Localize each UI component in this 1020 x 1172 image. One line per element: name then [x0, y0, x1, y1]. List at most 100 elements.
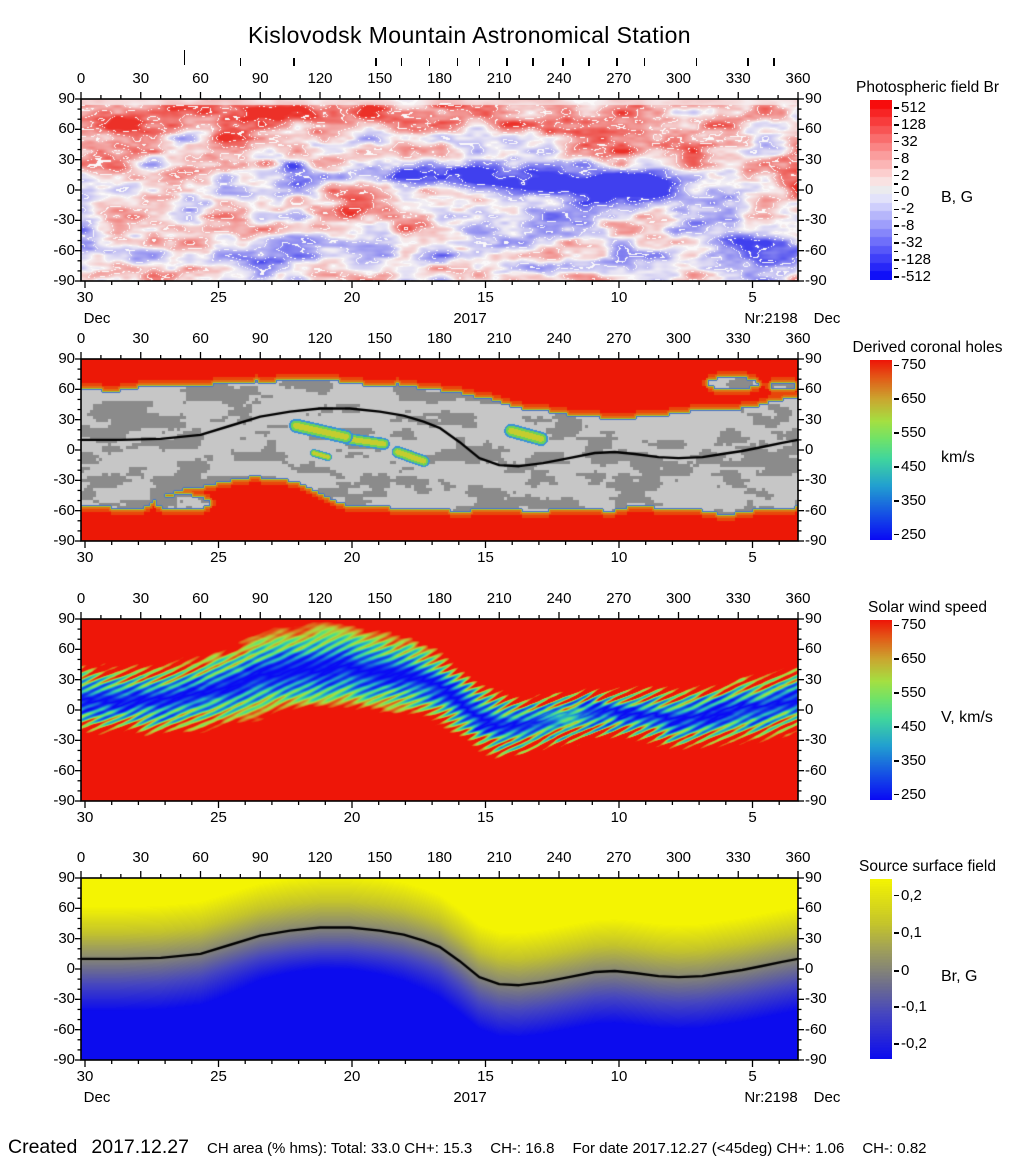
x-tick-label-top: 60	[192, 590, 209, 607]
y-tick-label-left: -90	[53, 792, 75, 809]
y-tick-label-right: -30	[805, 471, 827, 489]
y-tick-label-right: -60	[805, 1020, 827, 1038]
x-tick-label-top: 150	[367, 330, 393, 347]
month-label-right: Dec	[813, 1089, 841, 1106]
colorbar-tick-label: -0,1	[901, 997, 927, 1015]
y-tick-label-right: 0	[805, 960, 814, 977]
colorbar-tick	[894, 191, 899, 194]
x-tick-label-bottom: 5	[748, 809, 757, 826]
x-tick-label-bottom: 20	[343, 1068, 361, 1085]
colorbar-tick	[894, 726, 899, 728]
date-mark-tick	[747, 58, 749, 66]
x-tick-label-top: 30	[132, 330, 150, 347]
y-tick-label-left: -60	[53, 1020, 75, 1038]
colorbar-minor-tick	[894, 200, 898, 202]
colorbar-title-coronal-holes: Derived coronal holes	[852, 339, 1003, 356]
y-tick-label-left: 30	[58, 670, 75, 688]
date-mark-tick	[239, 58, 242, 66]
y-tick-label-left: 60	[58, 380, 75, 398]
x-tick-label-bottom: 30	[76, 1068, 94, 1085]
y-tick-label-left: 0	[66, 701, 75, 718]
colorbar-tick-label: 250	[901, 525, 927, 543]
colorbar-tick	[894, 398, 899, 400]
year-label: 2017	[453, 1089, 487, 1106]
created-date: 2017.12.27	[91, 1136, 189, 1158]
x-tick-label-top: 270	[606, 849, 632, 866]
colorbar-tick	[894, 658, 899, 660]
date-mark-tick	[695, 58, 698, 66]
x-tick-label-top: 300	[665, 590, 692, 607]
x-tick-label-top: 180	[426, 330, 453, 347]
created-label: Created	[8, 1136, 78, 1158]
for-date-ch-minus: CH-: 0.82	[862, 1140, 927, 1157]
colorbar-tick-label: 650	[901, 390, 927, 408]
x-tick-label-top: 360	[785, 849, 811, 866]
y-tick-label-right: -30	[805, 990, 827, 1008]
y-tick-label-left: 90	[58, 869, 75, 886]
y-tick-label-right: 0	[805, 441, 814, 458]
colorbar-tick	[894, 242, 899, 244]
colorbar-source-surface-field	[870, 879, 892, 1059]
colorbar-tick	[894, 364, 899, 367]
x-tick-label-top: 0	[76, 849, 86, 866]
x-tick-label-top: 120	[307, 330, 333, 347]
colorbar-tick	[894, 432, 899, 434]
x-tick-label-top: 150	[367, 849, 393, 866]
x-tick-label-top: 60	[192, 330, 209, 347]
date-mark-tick	[562, 58, 564, 66]
colorbar-tick	[894, 276, 899, 278]
colorbar-title-solar-wind: Solar wind speed	[868, 599, 987, 616]
date-mark-tick	[506, 58, 508, 66]
x-tick-label-top: 180	[426, 70, 453, 87]
date-mark-tick	[293, 58, 295, 66]
date-mark-tick	[428, 58, 431, 66]
date-mark-tick	[456, 58, 459, 66]
colorbar-tick	[894, 1043, 899, 1045]
colorbar-tick-label: 450	[901, 457, 927, 475]
x-tick-label-bottom: 30	[76, 289, 94, 306]
colorbar-tick-label: 650	[901, 650, 927, 668]
y-tick-label-left: -30	[53, 731, 75, 749]
colorbar-tick-label: 0,1	[901, 924, 922, 941]
colorbar-tick-label: 250	[901, 785, 927, 803]
colorbar-tick-label: 350	[901, 751, 927, 769]
x-tick-label-bottom: 20	[343, 549, 361, 566]
colorbar-derived-coronal-holes	[870, 360, 892, 540]
colorbar-tick	[894, 208, 899, 211]
ch-area-stats: CH area (% hms): Total: 33.0 CH+: 15.3	[206, 1140, 473, 1157]
x-tick-label-top: 90	[251, 590, 269, 607]
y-tick-label-left: 0	[66, 181, 75, 198]
colorbar-tick	[894, 466, 899, 468]
x-tick-label-top: 270	[606, 330, 632, 347]
y-tick-label-right: 0	[805, 181, 814, 198]
y-tick-label-left: 0	[66, 441, 75, 458]
x-tick-label-top: 210	[486, 70, 512, 87]
x-tick-label-top: 300	[665, 330, 692, 347]
y-tick-label-right: -90	[805, 532, 827, 549]
colorbar-tick	[894, 624, 899, 627]
x-tick-label-top: 210	[486, 330, 512, 347]
colorbar-tick	[894, 894, 899, 897]
for-date-stats: For date 2017.12.27 (<45deg) CH+: 1.06	[572, 1140, 845, 1157]
x-tick-label-bottom: 15	[477, 809, 494, 826]
y-tick-label-right: -90	[805, 272, 827, 289]
colorbar-tick-label: 0	[901, 961, 910, 979]
month-label-left: Dec	[83, 310, 111, 327]
map-canvas-source-surface-field	[81, 878, 798, 1060]
y-tick-label-left: 60	[58, 899, 75, 917]
y-tick-label-right: 60	[805, 640, 822, 658]
y-tick-label-left: 30	[58, 929, 75, 947]
colorbar-tick	[894, 692, 899, 694]
y-tick-label-left: 60	[58, 640, 75, 658]
y-tick-label-right: 60	[805, 380, 822, 398]
colorbar-tick-label: -8	[901, 217, 915, 235]
x-tick-label-top: 30	[132, 849, 150, 866]
y-tick-label-left: 90	[58, 350, 75, 367]
x-tick-label-bottom: 30	[76, 809, 94, 826]
x-tick-label-top: 330	[725, 330, 751, 347]
y-tick-label-left: -30	[53, 990, 75, 1008]
y-tick-label-left: 30	[58, 410, 75, 428]
colorbar-tick	[894, 124, 899, 126]
x-tick-label-top: 30	[132, 590, 150, 607]
